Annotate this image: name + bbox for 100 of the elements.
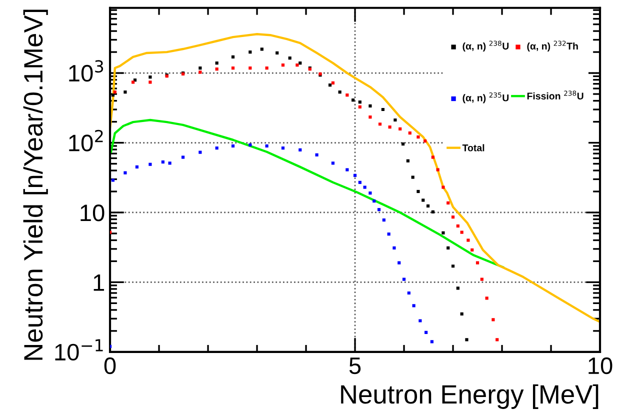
point [424,139,427,143]
point [298,148,302,152]
point [368,104,372,108]
point [231,55,235,59]
point [451,215,455,219]
point [168,162,172,165]
point [398,261,401,264]
point [124,171,127,174]
y-tick-label: 10$^{2}$ [69,130,103,152]
point [363,186,366,189]
point [411,176,414,179]
point [431,210,434,214]
point [265,144,268,148]
x-tick-label: 5 [349,358,361,374]
point [148,162,152,166]
point [215,68,218,71]
point [372,199,376,203]
point [460,230,464,234]
point [260,48,264,51]
y-tick-label: 10$^{3}$ [69,60,104,82]
point [198,150,202,154]
point [446,246,450,250]
point [368,115,372,119]
point [346,94,349,97]
point [148,76,152,79]
point [358,100,362,104]
point [378,122,382,126]
y-axis-title: Neutron Yield [n/Year/0.1MeV] [23,10,48,360]
point [331,81,335,85]
point [466,238,470,242]
point [248,143,252,147]
point [442,186,445,189]
point [358,180,362,184]
point [368,191,372,195]
point [198,66,202,70]
point [198,70,202,74]
point [402,278,406,281]
point [442,231,445,234]
point [358,105,362,109]
point [331,162,335,165]
line-series [110,32,600,323]
point [492,318,495,322]
point [465,338,468,342]
point [406,159,410,162]
point [408,131,412,135]
point [346,168,349,172]
point [281,146,285,150]
point [426,204,430,208]
point [422,198,425,202]
point [132,80,135,84]
y-tick-label: 10 [80,204,104,222]
legend-label: Fission $^{238}$U [527,90,584,100]
point [315,153,318,156]
point [215,62,218,65]
legend-label: (α, n) $^{232}$Th [527,40,578,52]
x-tick-label: 0 [104,357,116,374]
point [451,264,455,268]
point [388,125,392,129]
point [424,330,428,334]
point [485,296,488,300]
point [352,98,355,102]
legend-label: (α, n) $^{238}$U [462,40,509,52]
line-series [110,118,504,268]
x-axis-title: Neutron Energy [MeV] [341,384,598,409]
point [496,338,499,342]
point [296,64,299,67]
point [430,340,434,344]
point [398,127,402,130]
legend-label: (α, n) $^{235}$U [462,92,509,104]
point [161,160,164,164]
point [416,190,420,194]
point [456,224,460,228]
point [288,56,292,60]
point [394,118,397,122]
point [446,201,450,204]
point [181,156,185,159]
point [418,319,422,322]
point [407,291,410,295]
point [387,232,390,236]
point [148,80,152,84]
point [470,248,474,252]
point [436,168,440,172]
legend-label: Total [462,144,484,152]
point [276,51,279,55]
point [381,108,384,112]
point [476,261,480,264]
point [265,66,268,70]
point [338,90,342,94]
point [480,278,484,281]
point [124,90,127,94]
point [412,304,416,308]
y-tick-label: 10$^{−1}$ [55,339,103,361]
point [281,64,285,67]
point [382,218,386,222]
point [353,174,357,177]
y-tick-label: 1 [94,274,104,291]
point [231,144,235,148]
point [328,83,332,87]
point [392,246,396,250]
point [460,312,464,316]
